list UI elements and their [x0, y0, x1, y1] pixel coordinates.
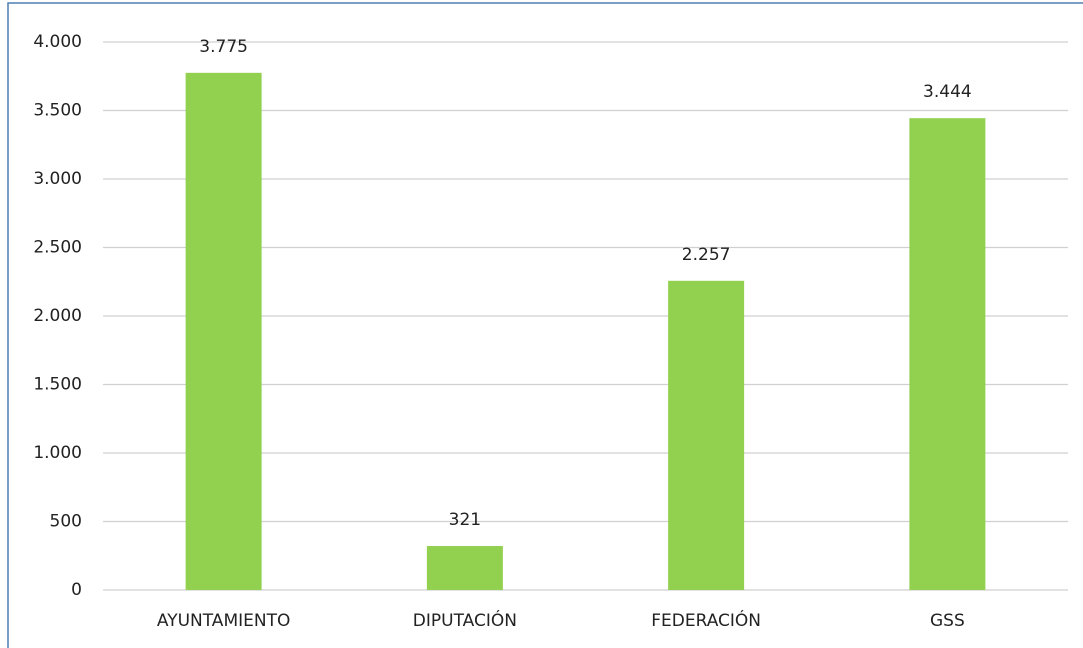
y-tick-label: 500: [50, 512, 82, 532]
x-tick-label: GSS: [930, 611, 965, 631]
data-label: 3.775: [199, 37, 248, 57]
data-label: 3.444: [923, 82, 972, 102]
y-tick-label: 4.000: [33, 32, 82, 52]
y-tick-label: 1.000: [33, 443, 82, 463]
x-tick-label: DIPUTACIÓN: [413, 609, 517, 631]
data-label: 2.257: [682, 245, 731, 265]
x-tick-label: FEDERACIÓN: [651, 609, 761, 631]
y-tick-label: 1.500: [33, 375, 82, 395]
bar: [909, 118, 986, 590]
bar: [426, 546, 503, 590]
y-tick-label: 3.000: [33, 169, 82, 189]
y-tick-label: 3.500: [33, 101, 82, 121]
y-tick-label: 0: [71, 580, 82, 600]
bar: [185, 72, 262, 590]
y-tick-label: 2.000: [33, 306, 82, 326]
bar: [668, 280, 745, 590]
x-tick-label: AYUNTAMIENTO: [157, 611, 290, 631]
data-label: 321: [449, 510, 481, 530]
y-tick-label: 2.500: [33, 238, 82, 258]
